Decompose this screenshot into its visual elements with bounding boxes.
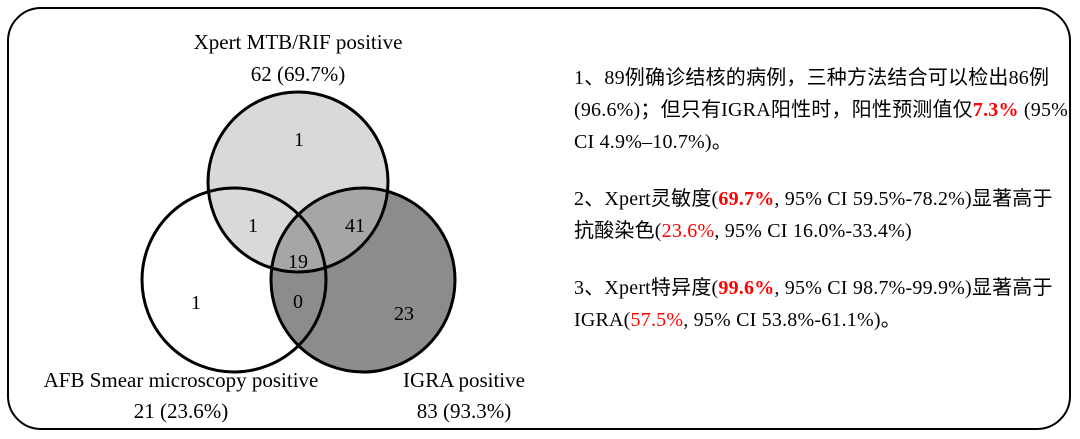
note-2-text-a: 2、Xpert灵敏度(	[574, 188, 719, 210]
note-3-specificity-value: 99.6%	[718, 277, 775, 299]
note-3-text-b: , 95% CI 98.7%-99.9%)显著高于IGRA(	[574, 277, 1053, 331]
note-2-afb-value: 23.6%	[661, 220, 715, 242]
note-3-igra-value: 57.5%	[630, 309, 684, 331]
xpert-igra-overlap	[271, 188, 388, 272]
region-afb-only: 1	[191, 292, 201, 314]
region-xpert-only: 1	[294, 129, 304, 151]
xpert-circle-outline	[206, 90, 390, 274]
afb-set-label: AFB Smear microscopy positive	[44, 368, 319, 392]
xpert-set-count: 62 (69.7%)	[251, 62, 345, 86]
region-afb-igra: 0	[293, 291, 303, 313]
region-xpert-afb: 1	[248, 215, 258, 237]
note-1-ppv-value: 7.3%	[972, 99, 1019, 121]
note-1: 1、89例确诊结核的病例，三种方法结合可以检出86例(96.6%)；但只有IGR…	[574, 62, 1070, 158]
findings-notes: 1、89例确诊结核的病例，三种方法结合可以检出86例(96.6%)；但只有IGR…	[574, 62, 1070, 336]
note-1-text-a: 1、89例确诊结核的病例，三种方法结合可以检出86例(96.6%)；但只有IGR…	[574, 67, 1050, 121]
igra-set-count: 83 (93.3%)	[417, 399, 511, 423]
region-all-three: 19	[288, 251, 308, 273]
note-3: 3、Xpert特异度(99.6%, 95% CI 98.7%-99.9%)显著高…	[574, 272, 1070, 336]
note-3-text-a: 3、Xpert特异度(	[574, 277, 719, 299]
rounded-frame	[7, 7, 1071, 430]
note-2: 2、Xpert灵敏度(69.7%, 95% CI 59.5%-78.2%)显著高…	[574, 183, 1070, 247]
note-2-text-c: , 95% CI 16.0%-33.4%)	[714, 220, 912, 242]
igra-set-label: IGRA positive	[403, 368, 525, 392]
note-3-text-c: , 95% CI 53.8%-61.1%)。	[683, 309, 901, 331]
afb-set-count: 21 (23.6%)	[134, 399, 228, 423]
note-2-text-b: , 95% CI 59.5%-78.2%)显著高于抗酸染色(	[574, 188, 1053, 242]
igra-circle-outline	[269, 186, 457, 374]
note-2-sensitivity-value: 69.7%	[718, 188, 775, 210]
xpert-set-label: Xpert MTB/RIF positive	[194, 30, 403, 54]
region-igra-only: 23	[394, 303, 414, 325]
region-xpert-igra: 41	[345, 215, 365, 237]
note-1-text-b: (95% CI 4.9%–10.7%)。	[574, 99, 1069, 153]
afb-circle-outline	[140, 186, 328, 374]
